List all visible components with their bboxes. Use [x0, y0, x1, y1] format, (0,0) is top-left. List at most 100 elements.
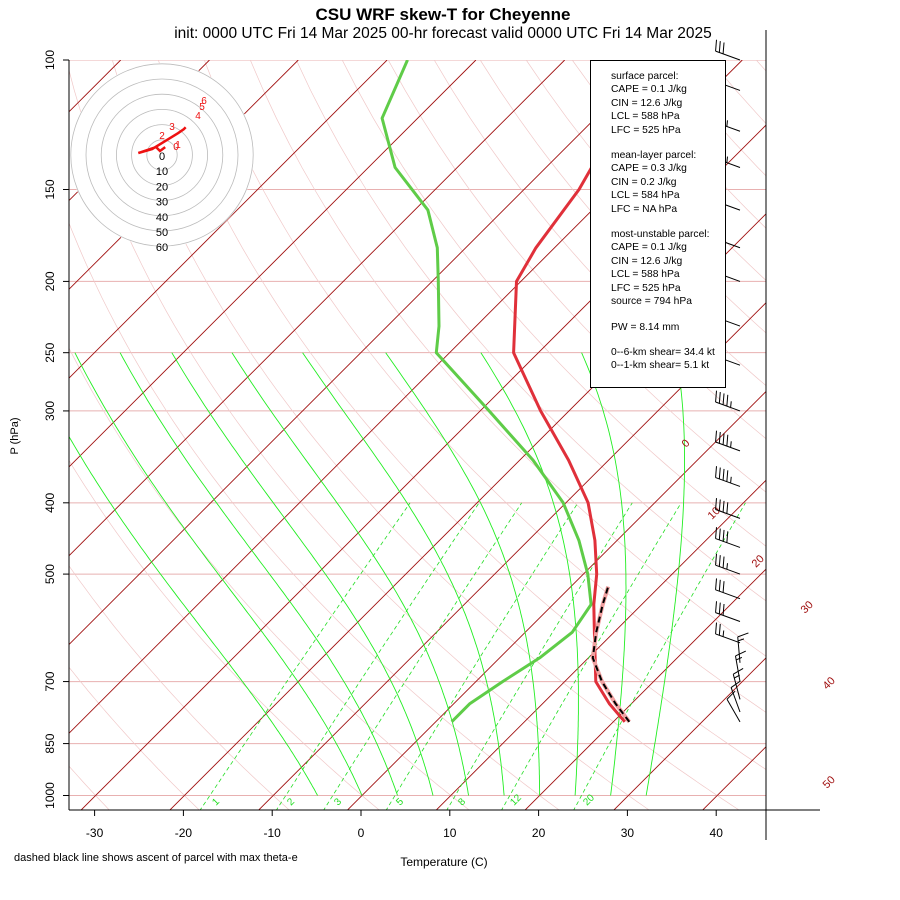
dry-adiabat-line: [203, 60, 820, 749]
mixing-ratio-label: 3: [332, 796, 344, 808]
wind-barb-full: [718, 391, 721, 404]
wind-barb-staff: [715, 538, 741, 548]
isotherm-label: 10: [706, 505, 723, 522]
y-tick-label: 700: [43, 671, 57, 691]
shear-0-1km: 0--1-km shear= 5.1 kt: [611, 360, 710, 372]
wind-barb-half: [735, 656, 743, 661]
wind-barb-full: [718, 499, 721, 511]
hodograph-trace: [137, 126, 187, 155]
moist-adiabat-line: [581, 352, 627, 796]
wind-barb-full: [722, 581, 725, 593]
dewpoint-profile-line: [380, 60, 593, 723]
hodograph-bg: [70, 63, 254, 247]
mixing-ratio-label: 12: [508, 792, 524, 808]
wind-barb-full: [715, 553, 718, 566]
wind-barb-full: [726, 690, 736, 700]
wind-barb-full: [718, 602, 721, 615]
y-tick-label: 500: [43, 564, 57, 584]
wind-barb: [715, 601, 741, 622]
wind-barb: [715, 390, 741, 412]
dry-adiabat-line: [69, 68, 650, 810]
chart-title: CSU WRF skew-T for Cheyenne: [315, 5, 571, 24]
dry-adiabat-line: [894, 60, 900, 811]
plot-lines-group: [69, 60, 900, 811]
isotherm-label: 50: [821, 774, 838, 791]
hodograph-ring-label: 40: [156, 212, 168, 224]
most-unstable-source: source = 794 hPa: [611, 296, 693, 308]
dry-adiabat-line: [69, 222, 560, 810]
dry-adiabat-line: [341, 60, 820, 587]
wind-barb-full: [715, 466, 718, 478]
moist-adiabat-line: [171, 352, 434, 796]
wind-barb-full: [715, 430, 718, 443]
wind-barb-full: [722, 556, 725, 568]
isotherm-label: 0: [680, 437, 693, 450]
isotherm-line: [69, 60, 477, 468]
wind-barb-full: [718, 431, 721, 444]
dry-adiabat-line: [111, 60, 740, 810]
x-tick-label: -10: [264, 826, 282, 840]
moist-adiabat-line: [119, 352, 398, 796]
wind-barb-staff: [715, 612, 741, 622]
wind-barb-half: [726, 120, 728, 127]
y-axis-label: P (hPa): [9, 417, 21, 455]
wind-barb-staff: [732, 674, 741, 700]
y-tick-label: 150: [43, 179, 57, 199]
most-unstable-cape: CAPE = 0.1 J/kg: [611, 242, 687, 254]
wind-barb-half: [730, 441, 732, 448]
wind-barb: [734, 650, 747, 682]
wind-barb-full: [722, 500, 725, 513]
wind-barb-full: [726, 470, 729, 482]
wind-barb-full: [735, 650, 747, 657]
shear-0-6km: 0--6-km shear= 34.4 kt: [611, 346, 715, 358]
dry-adiabat-line: [69, 666, 200, 810]
dry-adiabat-line: [848, 60, 900, 811]
wind-barb: [715, 39, 741, 61]
surface-cape: CAPE = 0.1 J/kg: [611, 84, 687, 96]
moist-adiabat-line: [385, 352, 541, 796]
wind-barb-staff: [715, 589, 741, 600]
hodograph-ring-label: 0: [159, 151, 165, 163]
hodograph-point-label: 6: [201, 96, 207, 107]
mixing-ratio-line: [501, 502, 682, 810]
wind-barb-full: [722, 603, 725, 616]
mean-layer-parcel-header: mean-layer parcel:: [611, 150, 697, 162]
isotherm-line: [524, 514, 820, 810]
wind-barb-full: [718, 623, 721, 636]
hodograph-ring: [116, 109, 208, 201]
most-unstable-parcel-header: most-unstable parcel:: [611, 229, 710, 241]
hodograph-point-label: 3: [169, 122, 175, 133]
isotherm-line: [346, 336, 820, 810]
y-tick-label: 100: [43, 50, 57, 70]
wind-barb-full: [726, 502, 729, 514]
moist-adiabat-line: [480, 352, 579, 796]
wind-barb-half: [730, 476, 732, 484]
moist-adiabat-line: [302, 352, 505, 796]
wind-barb-full: [715, 498, 718, 510]
mixing-ratio-line: [199, 502, 411, 810]
wind-barb-full: [722, 433, 725, 445]
x-tick-label: -30: [86, 826, 104, 840]
hodograph-ring: [131, 124, 193, 186]
wind-barb-full: [718, 555, 721, 567]
hodograph-ring-label: 60: [156, 242, 168, 254]
wind-barb-staff: [715, 477, 741, 487]
wind-barb: [715, 498, 741, 519]
surface-lcl: LCL = 588 hPa: [611, 111, 680, 123]
wind-panel-bg: [766, 60, 820, 810]
wind-barb: [715, 466, 741, 487]
y-tick-label: 300: [43, 401, 57, 421]
wind-barb-full: [718, 41, 721, 53]
wind-barb: [715, 527, 741, 548]
mixing-ratio-label: 20: [581, 792, 597, 808]
hodograph-ring: [100, 93, 224, 217]
wind-barb-staff: [726, 699, 741, 723]
y-tick-label: 400: [43, 492, 57, 512]
wind-barb-staff: [715, 441, 741, 452]
wind-barb: [715, 622, 741, 644]
isotherm-line: [613, 603, 820, 810]
moist-adiabat-line: [69, 435, 318, 796]
wind-barb-full: [715, 527, 718, 539]
hodograph-point-label: 0: [173, 142, 179, 153]
moist-adiabat-line: [231, 352, 470, 796]
